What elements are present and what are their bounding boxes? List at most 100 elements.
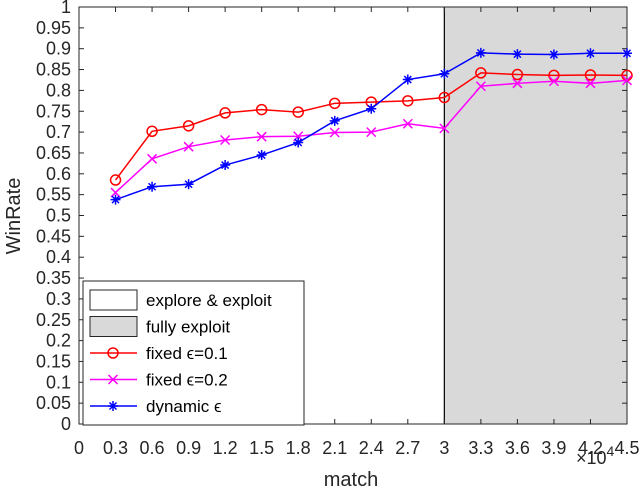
legend-label-0: explore & exploit — [146, 291, 272, 310]
series-2-point-2 — [183, 179, 194, 190]
series-1-point-13 — [585, 78, 596, 89]
y-tick-label-2: 0.1 — [46, 372, 71, 392]
y-tick-label-9: 0.45 — [36, 226, 71, 246]
legend-label-4: dynamic ϵ — [146, 397, 222, 416]
series-2-point-11 — [512, 49, 523, 60]
y-tick-label-6: 0.3 — [46, 289, 71, 309]
y-axis-ticks: 00.050.10.150.20.250.30.350.40.450.50.55… — [36, 0, 627, 434]
series-2-point-14 — [622, 48, 632, 59]
x-tick-label-6: 1.8 — [286, 438, 311, 458]
x-tick-label-5: 1.5 — [249, 438, 274, 458]
x-tick-label-11: 3.3 — [468, 438, 493, 458]
legend-label-2: fixed ϵ=0.1 — [146, 344, 228, 363]
x-tick-label-7: 2.1 — [322, 438, 347, 458]
x-tick-label-15: 4.5 — [614, 438, 639, 458]
series-2-point-12 — [548, 49, 559, 60]
y-tick-label-0: 0 — [61, 414, 71, 434]
series-1-point-7 — [366, 127, 377, 138]
series-1-point-1 — [147, 153, 158, 164]
y-tick-label-8: 0.4 — [46, 247, 71, 267]
series-1-point-9 — [439, 123, 450, 134]
series-0-point-2 — [182, 120, 195, 132]
x-multiplier-exponent: 4 — [607, 443, 615, 459]
series-0-point-11 — [511, 68, 524, 81]
legend-swatch-0 — [89, 289, 138, 311]
series-0-point-5 — [292, 106, 304, 118]
y-tick-label-4: 0.2 — [46, 331, 71, 351]
legend: explore & exploit fully exploit fixed ϵ=0.… — [82, 280, 305, 426]
x-tick-label-1: 0.3 — [103, 438, 128, 458]
y-tick-label-11: 0.55 — [36, 185, 71, 205]
legend-label-3: fixed ϵ=0.2 — [146, 371, 228, 390]
y-tick-label-16: 0.8 — [46, 80, 71, 100]
series-2-point-3 — [220, 160, 231, 171]
series-0-point-13 — [584, 69, 597, 81]
series-1-point-3 — [220, 134, 231, 146]
series-2-point-5 — [293, 137, 304, 148]
series-1-point-14 — [621, 75, 633, 86]
series-1-point-6 — [329, 127, 340, 138]
region-1 — [444, 7, 627, 424]
y-tick-label-14: 0.7 — [46, 122, 71, 142]
y-tick-label-10: 0.5 — [46, 206, 71, 226]
series-group — [109, 47, 633, 205]
y-tick-label-18: 0.9 — [46, 39, 71, 59]
series-0-point-6 — [328, 97, 341, 110]
x-tick-label-3: 0.9 — [176, 438, 201, 458]
series-1-point-0 — [110, 187, 121, 198]
series-2-point-9 — [439, 68, 450, 79]
series-0-point-4 — [255, 103, 268, 116]
x-tick-label-13: 3.9 — [541, 438, 566, 458]
x-axis-ticks: 0 0.3 0.6 0.9 1.2 1.5 1.8 2.1 2.4 2.7 3 3.3 3.6 3.9 4.… — [74, 7, 640, 458]
series-1-point-8 — [402, 118, 413, 129]
x-tick-label-4: 1.2 — [213, 438, 238, 458]
x-multiplier-base: ×10 — [576, 448, 607, 468]
legend-marker-2 — [107, 347, 119, 359]
series-2-point-0 — [110, 194, 121, 205]
series-1-point-4 — [256, 131, 267, 142]
series-0-point-10 — [475, 67, 487, 79]
series-0-point-1 — [146, 125, 158, 138]
series-2-point-1 — [147, 181, 158, 192]
x-tick-label-12: 3.6 — [505, 438, 530, 458]
y-tick-label-7: 0.35 — [36, 268, 71, 288]
series-1-point-12 — [548, 76, 559, 87]
x-tick-label-10: 3 — [439, 438, 449, 458]
y-tick-label-20: 1 — [61, 0, 71, 17]
y-tick-label-1: 0.05 — [36, 393, 71, 413]
series-2-point-8 — [402, 74, 413, 85]
series-1-point-10 — [475, 81, 486, 92]
y-tick-label-5: 0.25 — [36, 310, 71, 330]
series-0-point-3 — [219, 107, 231, 119]
series-0-point-9 — [438, 91, 451, 104]
series-2-point-7 — [366, 103, 377, 114]
x-axis-label: match — [324, 469, 378, 491]
x-tick-label-2: 0.6 — [140, 438, 165, 458]
series-2-point-10 — [475, 47, 486, 58]
x-tick-label-0: 0 — [74, 438, 84, 458]
series-1-point-11 — [512, 78, 523, 89]
series-2-point-13 — [585, 48, 596, 59]
series-2-point-6 — [329, 115, 340, 126]
series-0-point-8 — [402, 95, 414, 107]
x-tick-label-9: 2.7 — [395, 438, 420, 458]
series-1-point-2 — [183, 141, 194, 152]
x-multiplier: ×104 — [576, 443, 615, 468]
legend-swatch-1 — [89, 316, 138, 337]
x-tick-label-8: 2.4 — [359, 438, 384, 458]
series-0-point-0 — [109, 174, 122, 186]
y-tick-label-3: 0.15 — [36, 351, 71, 371]
x-tick-label-14: 4.2 — [578, 438, 603, 458]
y-tick-label-13: 0.65 — [36, 143, 71, 163]
legend-marker-3 — [107, 374, 119, 385]
y-tick-label-17: 0.85 — [36, 60, 71, 80]
series-2-point-4 — [256, 150, 267, 161]
y-tick-label-19: 0.95 — [36, 18, 71, 38]
y-tick-label-15: 0.75 — [36, 101, 71, 121]
y-axis-label: WinRate — [3, 178, 25, 255]
legend-marker-4 — [108, 401, 118, 411]
legend-label-1: fully exploit — [146, 318, 230, 337]
series-line-0 — [114, 72, 628, 181]
y-tick-label-12: 0.6 — [46, 164, 71, 184]
